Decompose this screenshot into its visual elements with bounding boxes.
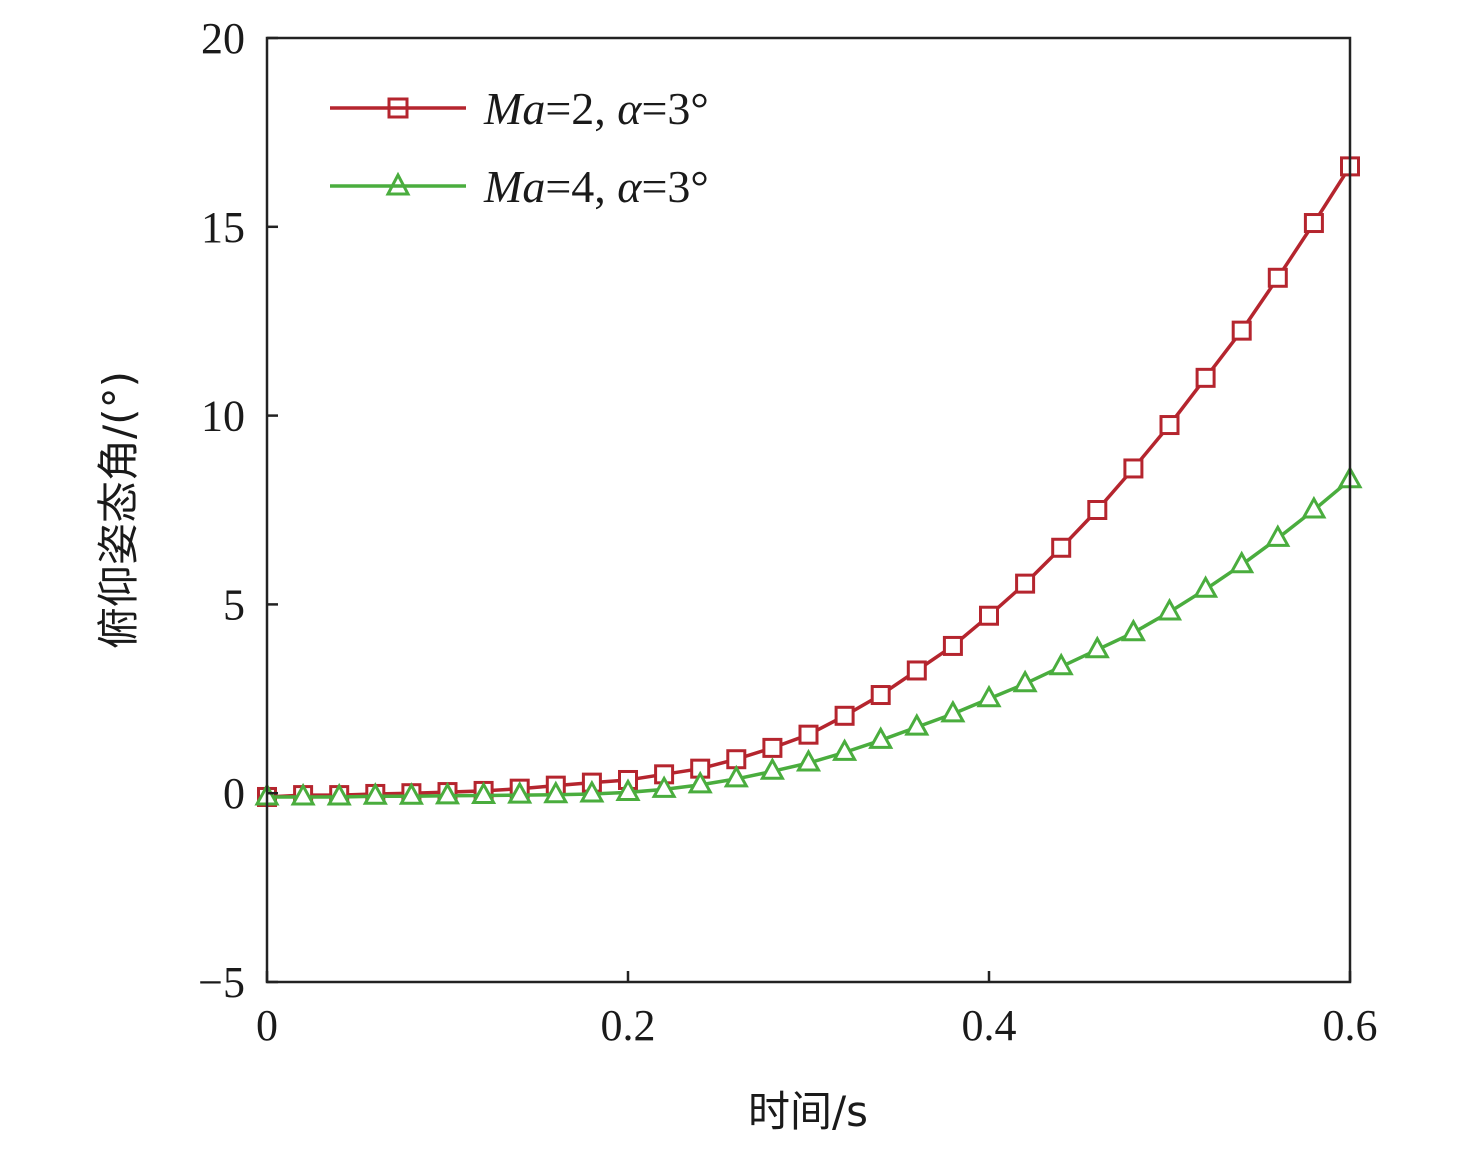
legend: Ma=2, α=3° Ma=4, α=3° — [330, 83, 709, 212]
data-point-series-1 — [1087, 500, 1108, 520]
data-point-series-2 — [507, 780, 533, 804]
plot-area-frame — [265, 36, 1352, 984]
y-tick-label: 20 — [201, 14, 245, 63]
legend-entry-series-1: Ma=2, α=3° — [330, 83, 709, 134]
data-point-series-2 — [687, 770, 713, 794]
data-point-series-2 — [723, 764, 749, 788]
data-point-series-2 — [1156, 597, 1183, 621]
data-point-series-2 — [651, 775, 677, 798]
data-point-series-1 — [1123, 458, 1144, 479]
data-point-series-2 — [326, 782, 352, 806]
data-point-series-2 — [1048, 652, 1074, 676]
data-point-series-2 — [1012, 669, 1038, 693]
data-point-series-1 — [798, 724, 819, 745]
data-point-series-2 — [1229, 550, 1255, 574]
data-point-series-1 — [906, 660, 927, 681]
data-point-series-1 — [1159, 415, 1180, 436]
data-point-series-1 — [1231, 320, 1252, 341]
data-point-series-2 — [471, 781, 497, 804]
legend-marker-series-1 — [387, 97, 409, 119]
legend-entry-series-2: Ma=4, α=3° — [330, 161, 709, 212]
y-tick-label: −5 — [198, 958, 245, 1007]
legend-alpha-value-1: =3° — [641, 83, 708, 134]
x-axis-label: 时间/s — [748, 1087, 868, 1136]
x-tick-label: 0.6 — [1323, 1001, 1378, 1050]
legend-marker-series-2 — [385, 171, 411, 196]
data-point-series-2 — [795, 748, 822, 772]
legend-ma-value-1: =2, — [545, 83, 617, 134]
y-tick-label: 15 — [201, 203, 245, 252]
x-tick-label: 0.4 — [962, 1001, 1017, 1050]
legend-label-series-2: Ma=4, α=3° — [483, 161, 709, 212]
data-point-series-2 — [434, 781, 461, 805]
data-point-series-2 — [1193, 575, 1219, 598]
data-point-series-2 — [398, 782, 424, 805]
data-point-series-2 — [290, 782, 316, 806]
legend-ma-symbol-2: Ma — [483, 161, 545, 212]
series-line-1 — [266, 165, 1352, 799]
x-tick-label: 0 — [256, 1001, 278, 1050]
data-point-series-1 — [1015, 573, 1036, 594]
data-point-series-2 — [1265, 524, 1291, 547]
data-point-series-2 — [976, 684, 1002, 708]
data-point-series-2 — [1301, 495, 1327, 519]
legend-alpha-symbol-2: α — [617, 161, 642, 212]
data-point-series-2 — [868, 726, 894, 749]
data-point-series-2 — [615, 778, 641, 801]
data-point-series-1 — [870, 685, 891, 706]
data-point-series-2 — [832, 738, 858, 761]
legend-ma-value-2: =4, — [545, 161, 617, 212]
data-point-series-2 — [940, 699, 966, 723]
legend-label-series-1: Ma=2, α=3° — [483, 83, 709, 134]
y-tick-label: 0 — [223, 769, 245, 818]
data-point-series-2 — [1120, 618, 1146, 642]
data-point-series-1 — [762, 737, 783, 758]
legend-ma-symbol-1: Ma — [483, 83, 545, 134]
y-tick-label: 10 — [201, 392, 245, 441]
data-point-series-2 — [362, 782, 388, 805]
series-layer — [254, 156, 1363, 807]
data-point-series-1 — [834, 705, 855, 726]
data-point-series-2 — [543, 780, 569, 804]
y-tick-label: 5 — [223, 580, 245, 629]
data-point-series-1 — [1195, 367, 1216, 388]
y-axis-label: 俯仰姿态角/(°) — [94, 371, 143, 649]
data-point-series-2 — [904, 713, 930, 736]
data-point-series-1 — [979, 605, 999, 626]
legend-alpha-value-2: =3° — [641, 161, 708, 212]
data-point-series-1 — [1051, 537, 1072, 558]
data-point-series-2 — [759, 757, 785, 780]
data-point-series-1 — [1303, 213, 1324, 234]
data-point-series-1 — [1267, 267, 1288, 288]
data-point-series-2 — [1084, 635, 1110, 659]
data-point-series-2 — [579, 779, 605, 803]
data-point-series-1 — [942, 635, 963, 656]
x-tick-label: 0.2 — [601, 1001, 656, 1050]
legend-alpha-symbol-1: α — [617, 83, 642, 134]
